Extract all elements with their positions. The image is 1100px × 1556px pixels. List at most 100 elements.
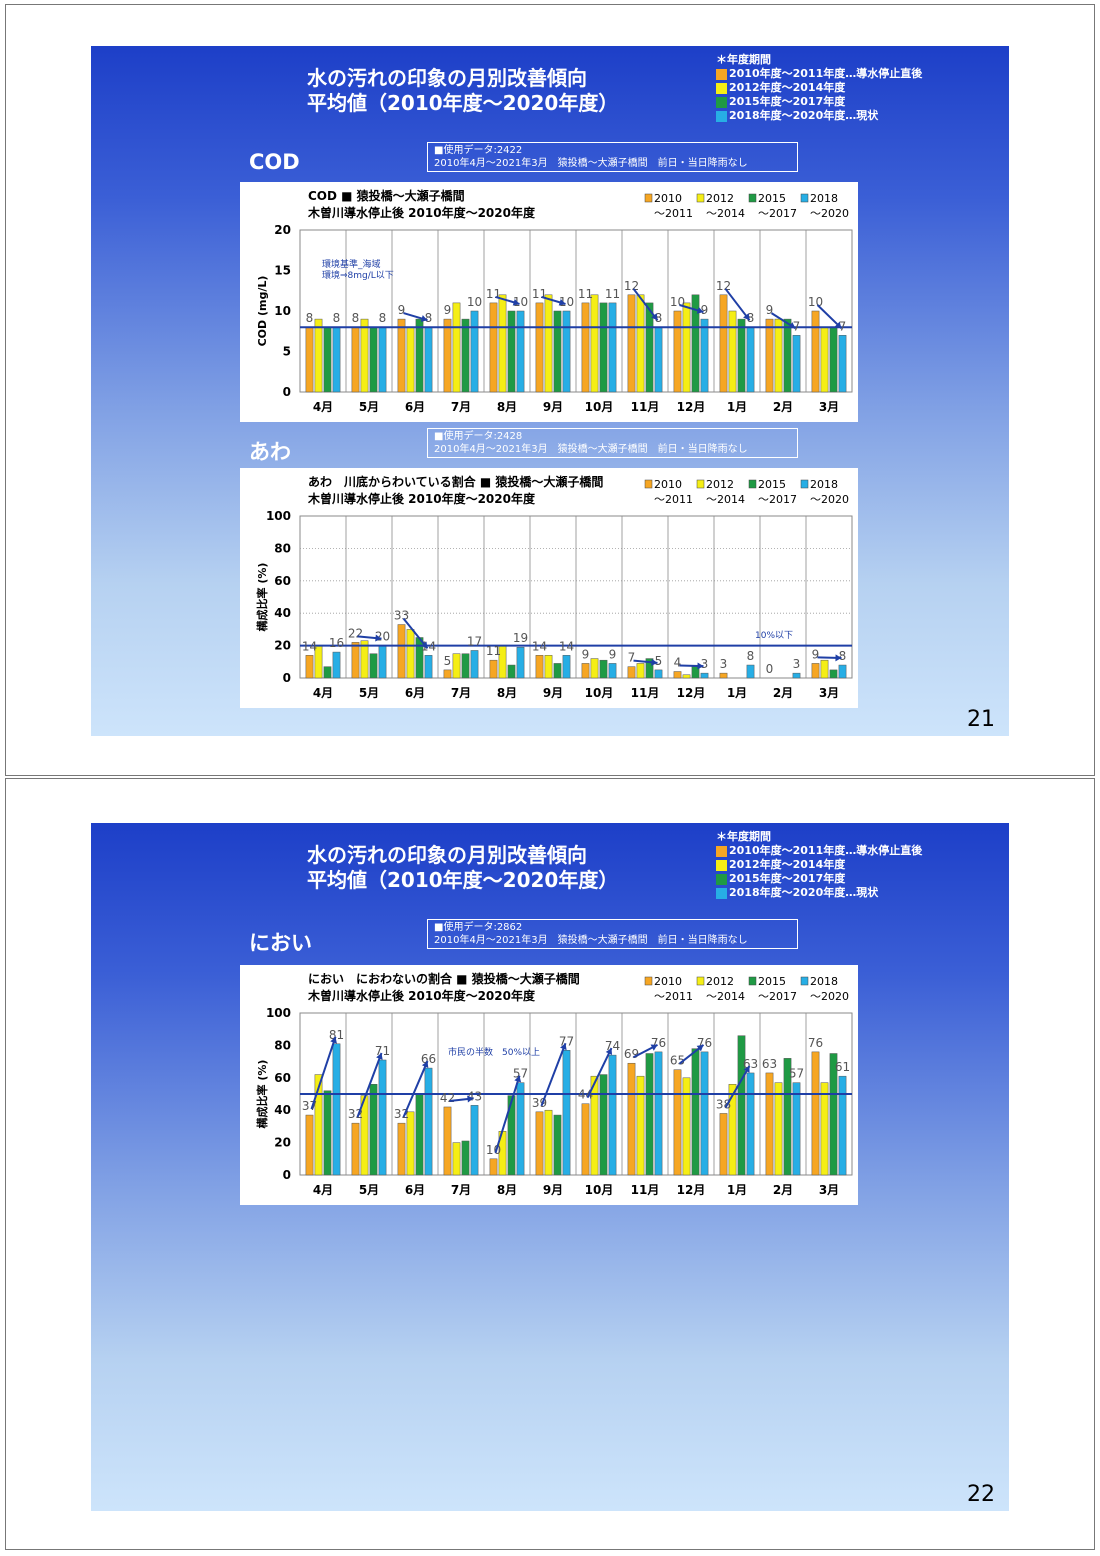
bar [415, 318, 424, 393]
category-label: 9月 [543, 400, 563, 414]
bar [673, 310, 682, 393]
bar [691, 294, 700, 393]
data-label: 61 [835, 1060, 850, 1074]
data-label: 10 [559, 295, 574, 309]
bar [792, 672, 801, 679]
y-tick-label: 0 [283, 671, 291, 685]
period-item: 2018年度～2020年度…現状 [716, 886, 922, 900]
bar [424, 655, 433, 679]
bar [424, 326, 433, 393]
bar [544, 1109, 553, 1176]
category-label: 12月 [677, 686, 706, 700]
data-label: 42 [440, 1091, 455, 1105]
bar [489, 302, 498, 393]
bar [811, 663, 820, 679]
period-item: 2018年度～2020年度…現状 [716, 109, 922, 123]
bar [691, 1048, 700, 1176]
bar [332, 651, 341, 679]
trend-arrow-head [743, 313, 750, 321]
chart-title: におい におわないの割合 ■ 猿投橋～大瀬子橋間 [308, 971, 580, 986]
trend-arrow-head [696, 1044, 704, 1052]
y-tick-label: 100 [266, 509, 291, 523]
legend-swatch [644, 193, 653, 203]
bar [351, 1122, 360, 1176]
period-swatch [716, 873, 727, 885]
y-axis-label: 構成比率 (%) [255, 563, 269, 632]
data-label: 44 [578, 1088, 593, 1102]
trend-arrow [310, 1036, 337, 1110]
trend-arrow-head [788, 322, 796, 329]
slide-title: 水の汚れの印象の月別改善傾向 平均値（2010年度～2020年度） [307, 843, 619, 892]
period-label: 2018年度～2020年度…現状 [729, 886, 879, 899]
bar [323, 1090, 332, 1176]
bar [415, 1093, 424, 1176]
bar [305, 326, 314, 393]
trend-arrow [724, 1065, 751, 1108]
bar [636, 663, 645, 679]
bar [654, 326, 663, 393]
bar [590, 294, 599, 393]
category-label: 6月 [405, 400, 425, 414]
cod-chart: 0 5 10 15 20 COD (mg/L) 環境基準_海域 環境⇒8mg/L以下 8 8 8 8 9… [240, 182, 858, 422]
nioi-chart: 0 20 40 60 80 100 構成比率 (%) 市民の半数 50%以上 37 81 32 71 3… [240, 965, 858, 1205]
bar [397, 624, 406, 679]
bar [829, 669, 838, 679]
data-label: 8 [379, 311, 387, 325]
trend-arrow [494, 1075, 521, 1154]
y-tick-label: 80 [274, 1038, 291, 1052]
section-label-cod: COD [249, 150, 300, 174]
y-tick-label: 40 [274, 1103, 291, 1117]
chart-title: COD ■ 猿投橋～大瀬子橋間 [308, 188, 465, 203]
category-label: 8月 [497, 1183, 517, 1197]
bar [544, 655, 553, 679]
category-label: 12月 [677, 1183, 706, 1197]
data-label: 14 [302, 639, 317, 653]
bar [627, 1062, 636, 1176]
bar [397, 318, 406, 393]
bar [792, 335, 801, 393]
legend-swatch [800, 193, 809, 203]
y-tick-label: 60 [274, 574, 291, 588]
trend-arrow-head [605, 1048, 613, 1056]
bar [305, 655, 314, 679]
bar [719, 672, 728, 679]
y-tick-label: 20 [274, 223, 291, 237]
bar [682, 1077, 691, 1176]
data-label: 9 [398, 303, 406, 317]
bar [820, 326, 829, 393]
bar [443, 318, 452, 393]
trend-arrow-head [560, 1043, 567, 1051]
bar [489, 1158, 498, 1176]
data-label: 14 [421, 639, 436, 653]
legend-label: ～2011 [654, 990, 693, 1003]
bar [792, 1082, 801, 1176]
legend-label: ～2011 [654, 207, 693, 220]
data-label: 76 [808, 1036, 823, 1050]
trend-arrow-head [512, 298, 520, 306]
bar [553, 310, 562, 393]
period-label: 2015年度～2017年度 [729, 95, 846, 108]
legend-swatch [800, 976, 809, 986]
bar [829, 326, 838, 393]
data-label: 8 [425, 311, 433, 325]
bar [553, 663, 562, 679]
bar [811, 310, 820, 393]
data-conditions: 2010年4月～2021年3月 猿投橋～大瀬子橋間 前日・当日降雨なし [434, 935, 748, 946]
legend-label: 2015 [758, 975, 786, 988]
data-conditions: 2010年4月～2021年3月 猿投橋～大瀬子橋間 前日・当日降雨なし [434, 158, 748, 169]
legend-swatch [748, 193, 757, 203]
period-swatch [716, 887, 727, 899]
y-axis-label: 構成比率 (%) [255, 1060, 269, 1129]
bar [608, 663, 617, 679]
category-label: 7月 [451, 686, 471, 700]
period-swatch [716, 859, 727, 871]
trend-arrow-head [834, 321, 842, 329]
y-tick-label: 10 [274, 304, 291, 318]
data-label: 16 [329, 636, 344, 650]
data-label: 7 [628, 651, 636, 665]
bar [443, 1106, 452, 1176]
legend-label: 2012 [706, 478, 734, 491]
category-label: 1月 [727, 400, 747, 414]
bar [406, 629, 415, 679]
